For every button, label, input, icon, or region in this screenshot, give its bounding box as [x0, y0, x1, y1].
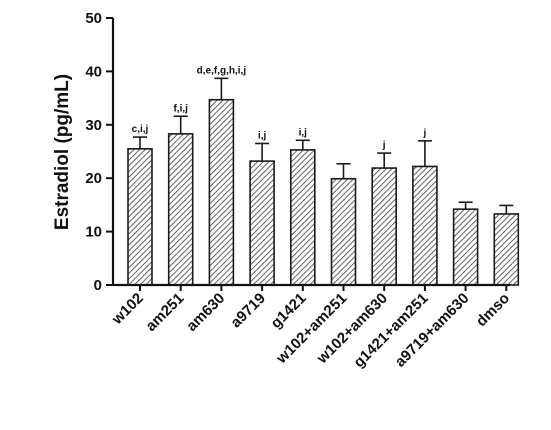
- y-tick-label: 20: [85, 170, 102, 187]
- y-tick-label: 0: [94, 277, 102, 294]
- significance-label-g1421: i,j: [299, 127, 308, 138]
- x-tick-label-dmso: dmso: [473, 290, 513, 330]
- x-tick-label-w102+am251: w102+am251: [272, 290, 350, 368]
- significance-labels: c,i,j f,i,j d,e,f,g,h,i,j i,j i,j j j: [132, 65, 427, 151]
- x-tick-label-am630: am630: [183, 290, 228, 335]
- y-tick-label: 30: [85, 117, 102, 134]
- error-bars: [133, 77, 514, 214]
- significance-label-g1421+am251: j: [423, 128, 427, 139]
- y-axis-label: Estradiol (pg/mL): [52, 74, 73, 230]
- significance-label-w102+am630: j: [382, 140, 386, 151]
- x-tick-label-am251: am251: [142, 290, 187, 335]
- y-tick-label: 10: [85, 224, 102, 241]
- bar-w102+am251: [330, 177, 357, 286]
- bar-dmso: [493, 213, 520, 286]
- significance-label-w102: c,i,j: [132, 124, 149, 135]
- x-tick-label-a9719: a9719: [227, 290, 269, 332]
- bar-a9719+am630: [452, 208, 479, 286]
- bar-am251: [167, 133, 194, 286]
- y-tick-label: 40: [85, 63, 102, 80]
- bar-g1421: [289, 149, 316, 286]
- y-tick-label: 50: [85, 10, 102, 27]
- y-axis: 0 10 20 30 40 50: [85, 10, 115, 294]
- significance-label-am630: d,e,f,g,h,i,j: [197, 65, 247, 76]
- bar-a9719: [249, 160, 275, 286]
- bar-w102: [127, 148, 153, 286]
- bar-w102+am630: [371, 167, 398, 286]
- bar-am630: [208, 98, 235, 286]
- x-tick-label-a9719+am630: a9719+am630: [392, 290, 473, 371]
- significance-label-am251: f,i,j: [173, 103, 188, 114]
- x-tick-label-w102+am630: w102+am630: [313, 290, 391, 368]
- x-tick-label-w102: w102: [108, 290, 147, 329]
- bar-g1421+am251: [412, 165, 438, 286]
- significance-label-a9719: i,j: [258, 130, 267, 141]
- bars: [127, 98, 520, 286]
